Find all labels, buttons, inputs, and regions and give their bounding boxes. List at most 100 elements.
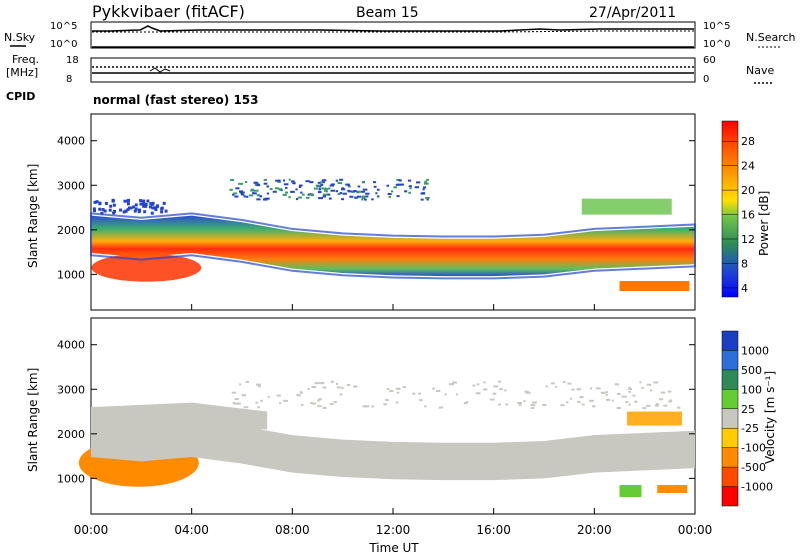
power-pixel <box>347 189 350 192</box>
y-tick-label: 4000 <box>57 135 85 148</box>
power-pixel <box>146 199 150 203</box>
velocity-pixel <box>589 399 594 402</box>
velocity-pixel <box>311 402 316 405</box>
power-pixel <box>305 180 310 183</box>
nsky-label: N.Sky <box>4 31 36 44</box>
velocity-colorbar-block <box>722 331 738 351</box>
power-pixel <box>404 190 408 193</box>
velocity-pixel <box>418 392 422 395</box>
colorbar-tick-label: -500 <box>741 461 766 474</box>
colorbar-tick-label: 500 <box>741 364 762 377</box>
power-pixel <box>360 190 366 193</box>
velocity-pixel <box>605 393 608 396</box>
colorbar-tick-label: 4 <box>741 282 748 295</box>
power-pixel <box>423 182 429 185</box>
velocity-pixel <box>642 407 647 410</box>
power-pixel <box>353 189 357 192</box>
power-pixel <box>422 188 425 191</box>
nsky-frame <box>90 21 696 49</box>
power-pixel <box>283 183 289 186</box>
power-pixel <box>376 195 380 198</box>
power-pixel <box>112 203 116 207</box>
velocity-pixel <box>322 386 327 389</box>
velocity-pixel <box>311 386 317 389</box>
power-pixel <box>109 204 113 208</box>
velocity-pixel <box>523 400 526 403</box>
velocity-pixel <box>353 385 358 388</box>
velocity-pixel <box>279 402 282 405</box>
power-pixel <box>292 182 296 185</box>
power-pixel <box>317 181 322 184</box>
velocity-pixel <box>542 403 547 406</box>
velocity-colorbar-block <box>722 428 738 448</box>
y-tick-label: 3000 <box>57 179 85 192</box>
power-pixel <box>324 187 329 190</box>
freq-label: Freq. <box>12 53 39 66</box>
power-pixel <box>388 195 392 198</box>
power-pixel <box>337 181 343 184</box>
nsearch-label: N.Search <box>746 31 796 44</box>
freq-frame <box>90 57 696 83</box>
power-pixel <box>142 204 146 208</box>
power-pixel <box>243 195 246 198</box>
power-pixel <box>327 193 331 196</box>
velocity-colorbar-block <box>722 408 738 429</box>
power-pixel <box>280 189 283 192</box>
y-tick-label: 4000 <box>57 339 85 352</box>
power-pixel <box>133 209 137 213</box>
power-pixel <box>347 185 351 188</box>
velocity-pixel <box>330 380 335 383</box>
power-pixel <box>279 188 282 191</box>
freq-unit: [MHz] <box>6 66 38 79</box>
power-pixel <box>317 191 322 194</box>
velocity-pixel <box>233 402 239 405</box>
velocity-pixel <box>581 403 585 406</box>
power-pixel <box>361 181 365 184</box>
velocity-ylabel: Slant Range [km] <box>26 368 40 472</box>
velocity-pixel <box>530 404 536 407</box>
velocity-panel <box>78 317 696 515</box>
freq-tick-bottom: 8 <box>66 74 72 85</box>
power-pixel <box>305 196 310 199</box>
power-pixel <box>373 181 377 184</box>
velocity-pixel <box>438 406 444 409</box>
power-pixel <box>328 197 332 200</box>
power-pixel <box>345 183 350 186</box>
velocity-pixel <box>395 387 401 390</box>
power-pixel <box>375 192 378 195</box>
colorbar-tick-label: 24 <box>741 160 755 173</box>
velocity-pixel <box>567 382 572 385</box>
power-pixel <box>376 188 380 191</box>
velocity-pixel <box>628 403 631 406</box>
velocity-pixel <box>639 381 642 384</box>
power-pixel <box>349 195 354 198</box>
velocity-pixel <box>493 385 499 388</box>
velocity-pixel <box>245 380 250 383</box>
power-pixel <box>416 181 421 184</box>
power-pixel <box>408 185 412 188</box>
power-pixel <box>426 178 429 181</box>
velocity-pixel <box>346 383 351 386</box>
colorbar-tick-label: 25 <box>741 403 755 416</box>
power-pixel <box>244 180 248 183</box>
power-pixel <box>356 190 362 193</box>
power-pixel <box>254 182 260 185</box>
power-pixel <box>362 195 367 198</box>
power-pixel <box>155 205 159 209</box>
power-pixel <box>277 180 281 183</box>
velocity-pixel <box>317 405 322 408</box>
power-pixel <box>277 179 281 182</box>
velocity-pixel <box>579 396 584 399</box>
power-pixel <box>104 201 108 205</box>
freq-panel <box>90 57 696 83</box>
power-pixel <box>259 195 263 198</box>
power-pixel <box>393 186 398 189</box>
velocity-pixel <box>545 385 548 388</box>
velocity-pixel <box>333 401 337 404</box>
nsearch-tick-bottom: 10^0 <box>703 39 730 50</box>
velocity-pixel <box>383 403 387 406</box>
power-pixel <box>420 198 424 201</box>
y-tick-label: 3000 <box>57 383 85 396</box>
velocity-pixel <box>314 382 319 385</box>
